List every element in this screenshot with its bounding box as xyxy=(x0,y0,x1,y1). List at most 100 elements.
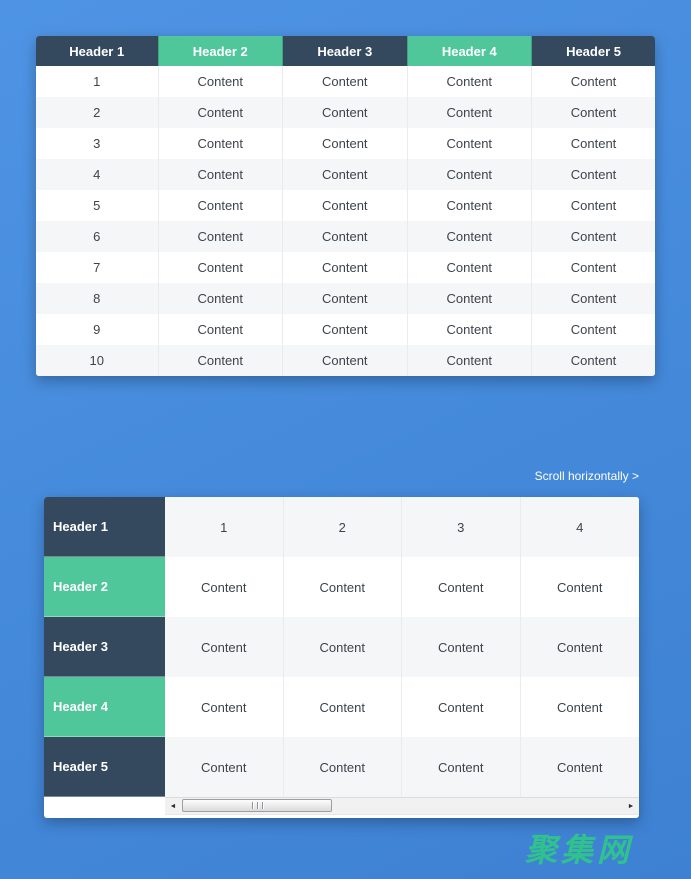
table-cell: Content xyxy=(520,677,639,737)
table-cell: Content xyxy=(158,283,284,314)
scroll-hint-label: Scroll horizontally > xyxy=(534,469,639,483)
table-cell: Content xyxy=(531,190,655,221)
table-cell: Content xyxy=(283,617,402,677)
column-header: Header 3 xyxy=(282,36,408,66)
standard-table: Header 1 Header 2 Header 3 Header 4 Header 5… xyxy=(36,36,655,376)
table-cell: Content xyxy=(282,190,408,221)
table-cell: Content xyxy=(531,97,655,128)
table-cell: Content xyxy=(158,128,284,159)
table-row: 1 Content Content Content Content xyxy=(36,66,655,97)
table-cell: 10 xyxy=(36,345,159,376)
table-row: 10 Content Content Content Content xyxy=(36,345,655,376)
table-cell: 1 xyxy=(165,497,284,557)
table-cell: Content xyxy=(158,190,284,221)
table-cell: Content xyxy=(531,159,655,190)
scrollbar-track[interactable] xyxy=(181,798,623,814)
table-cell: 7 xyxy=(36,252,159,283)
table-cell: Content xyxy=(282,345,408,376)
table-cell: Content xyxy=(165,557,284,617)
table-cell: Content xyxy=(531,314,655,345)
table-cell: 4 xyxy=(520,497,639,557)
table-cell: Content xyxy=(407,159,533,190)
table-row: 3 Content Content Content Content xyxy=(36,128,655,159)
table-cell: Content xyxy=(531,221,655,252)
table-cell: 2 xyxy=(283,497,402,557)
table-cell: Content xyxy=(282,283,408,314)
column-header: Header 4 xyxy=(407,36,533,66)
table-cell: Content xyxy=(531,252,655,283)
scrollbar-thumb[interactable] xyxy=(182,799,332,812)
row-header-cell: Header 2 xyxy=(44,557,165,617)
table-cell: Content xyxy=(165,617,284,677)
table-cell: Content xyxy=(165,677,284,737)
table-cell: Content xyxy=(283,557,402,617)
table-cell: Content xyxy=(165,737,284,797)
row-header-cell: Header 3 xyxy=(44,617,165,677)
table-cell: Content xyxy=(158,97,284,128)
table-cell: Content xyxy=(407,97,533,128)
scroll-content-grid: 1 2 3 4 Content Content Content Content Content C… xyxy=(165,497,639,797)
thumb-grip-icon xyxy=(251,802,253,809)
table-cell: Content xyxy=(282,252,408,283)
table-cell: Content xyxy=(407,190,533,221)
scroll-right-arrow-icon[interactable]: ► xyxy=(623,798,639,814)
table-cell: Content xyxy=(407,128,533,159)
table-row: 5 Content Content Content Content xyxy=(36,190,655,221)
table-cell: Content xyxy=(282,314,408,345)
table-cell: 8 xyxy=(36,283,159,314)
table-cell: 9 xyxy=(36,314,159,345)
column-header: Header 1 xyxy=(36,36,159,66)
table-cell: Content xyxy=(402,737,521,797)
table-cell: 3 xyxy=(402,497,521,557)
table-cell: Content xyxy=(402,617,521,677)
table-cell: Content xyxy=(283,737,402,797)
table-cell: Content xyxy=(158,252,284,283)
scroll-area[interactable]: 1 2 3 4 Content Content Content Content Content C… xyxy=(165,497,639,815)
table-cell: Content xyxy=(282,159,408,190)
row-header-cell: Header 5 xyxy=(44,737,165,797)
table-cell: Content xyxy=(531,345,655,376)
table-row: 4 Content Content Content Content xyxy=(36,159,655,190)
table-cell: Content xyxy=(158,314,284,345)
site-watermark: 聚集网 xyxy=(524,832,633,868)
table-row: 8 Content Content Content Content xyxy=(36,283,655,314)
table1-header-row: Header 1 Header 2 Header 3 Header 4 Header 5 xyxy=(36,36,655,66)
table-cell: Content xyxy=(158,159,284,190)
table-cell: Content xyxy=(407,221,533,252)
table-cell: 3 xyxy=(36,128,159,159)
table-row: 9 Content Content Content Content xyxy=(36,314,655,345)
thumb-grip-icon xyxy=(261,802,263,809)
table-cell: 5 xyxy=(36,190,159,221)
row-header-cell: Header 1 xyxy=(44,497,165,557)
table-row: 6 Content Content Content Content xyxy=(36,221,655,252)
table-cell: Content xyxy=(407,283,533,314)
horizontal-scrollbar[interactable]: ◄ ► xyxy=(165,797,639,815)
row-header-column: Header 1 Header 2 Header 3 Header 4 Header 5 xyxy=(44,497,165,797)
table-row: 7 Content Content Content Content xyxy=(36,252,655,283)
table-cell: Content xyxy=(402,557,521,617)
table-row: 2 Content Content Content Content xyxy=(36,97,655,128)
column-header: Header 2 xyxy=(158,36,284,66)
table-cell: Content xyxy=(158,345,284,376)
table-cell: Content xyxy=(283,677,402,737)
row-header-cell: Header 4 xyxy=(44,677,165,737)
horizontal-table-card: Header 1 Header 2 Header 3 Header 4 Header 5… xyxy=(44,497,639,818)
table-cell: Content xyxy=(158,221,284,252)
thumb-grip-icon xyxy=(256,802,258,809)
column-header: Header 5 xyxy=(531,36,655,66)
table-cell: 4 xyxy=(36,159,159,190)
table-cell: Content xyxy=(520,557,639,617)
table-cell: Content xyxy=(282,97,408,128)
table-cell: 6 xyxy=(36,221,159,252)
table-cell: Content xyxy=(282,221,408,252)
table-cell: Content xyxy=(520,617,639,677)
table-cell: Content xyxy=(407,345,533,376)
table-cell: Content xyxy=(407,66,533,97)
scroll-left-arrow-icon[interactable]: ◄ xyxy=(165,798,181,814)
table-cell: Content xyxy=(531,283,655,314)
table-cell: Content xyxy=(158,66,284,97)
horizontal-table-body: Header 1 Header 2 Header 3 Header 4 Header 5… xyxy=(44,497,639,818)
table-cell: Content xyxy=(531,66,655,97)
table-cell: Content xyxy=(407,314,533,345)
